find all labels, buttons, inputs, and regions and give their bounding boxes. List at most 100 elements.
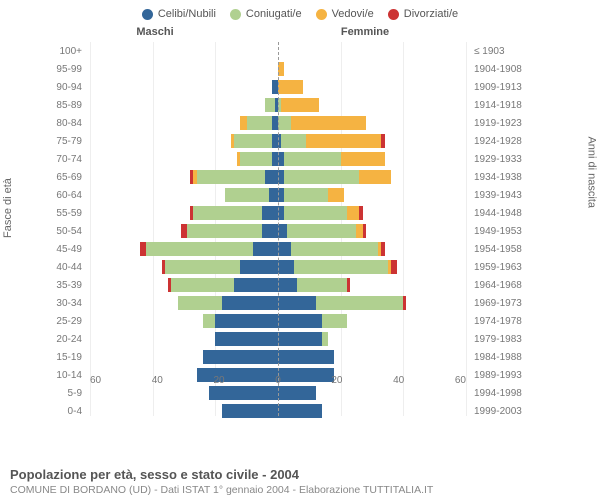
bar-segment xyxy=(284,206,347,220)
birth-year-label: 1929-1933 xyxy=(470,154,528,165)
legend-swatch xyxy=(316,9,327,20)
age-label: 75-79 xyxy=(50,136,86,147)
female-bar xyxy=(278,170,470,184)
bar-segment xyxy=(403,296,406,310)
age-row: 80-841919-1923 xyxy=(50,114,528,132)
header-male: Maschi xyxy=(0,26,260,38)
bar-segment xyxy=(278,404,322,418)
bar-segment xyxy=(278,332,322,346)
y-axis-left-label: Fasce di età xyxy=(2,178,14,238)
female-bar xyxy=(278,386,470,400)
bar-segment xyxy=(381,134,384,148)
age-row: 25-29 1974-1978 xyxy=(50,312,528,330)
birth-year-label: 1974-1978 xyxy=(470,316,528,327)
bar-segment xyxy=(359,170,390,184)
birth-year-label: 1969-1973 xyxy=(470,298,528,309)
age-label: 90-94 xyxy=(50,82,86,93)
birth-year-label: 1904-1908 xyxy=(470,64,528,75)
bar-segment xyxy=(178,296,222,310)
age-label: 60-64 xyxy=(50,190,86,201)
male-bar xyxy=(86,98,278,112)
legend-item: Coniugati/e xyxy=(230,8,302,20)
bar-segment xyxy=(203,350,278,364)
legend-swatch xyxy=(388,9,399,20)
age-row: 50-541949-1953 xyxy=(50,222,528,240)
bar-segment xyxy=(222,404,278,418)
female-bar xyxy=(278,260,470,274)
center-axis-line xyxy=(278,42,279,416)
bar-segment xyxy=(284,170,359,184)
bar-segment xyxy=(278,386,316,400)
age-label: 40-44 xyxy=(50,262,86,273)
bar-segment xyxy=(359,206,362,220)
male-bar xyxy=(86,134,278,148)
bar-segment xyxy=(291,116,366,130)
bar-segment xyxy=(265,170,278,184)
bar-segment xyxy=(171,278,234,292)
male-bar xyxy=(86,206,278,220)
population-pyramid-chart: Celibi/NubiliConiugati/eVedovi/eDivorzia… xyxy=(0,0,600,500)
bar-segment xyxy=(278,224,287,238)
legend-swatch xyxy=(142,9,153,20)
bar-segment xyxy=(322,332,328,346)
age-row: 0-41999-2003 xyxy=(50,402,528,420)
bar-segment xyxy=(203,314,216,328)
male-bar xyxy=(86,278,278,292)
male-bar xyxy=(86,170,278,184)
birth-year-label: 1984-1988 xyxy=(470,352,528,363)
bar-segment xyxy=(281,134,306,148)
bar-segment xyxy=(278,242,291,256)
bar-segment xyxy=(278,296,316,310)
female-bar xyxy=(278,152,470,166)
male-bar xyxy=(86,386,278,400)
bar-segment xyxy=(316,296,404,310)
male-bar xyxy=(86,116,278,130)
bar-segment xyxy=(240,260,278,274)
age-label: 45-49 xyxy=(50,244,86,255)
bar-segment xyxy=(225,188,269,202)
birth-year-label: 1924-1928 xyxy=(470,136,528,147)
age-row: 75-79 1924-1928 xyxy=(50,132,528,150)
legend: Celibi/NubiliConiugati/eVedovi/eDivorzia… xyxy=(0,8,600,20)
age-label: 25-29 xyxy=(50,316,86,327)
age-row: 45-491954-1958 xyxy=(50,240,528,258)
bar-segment xyxy=(278,278,297,292)
age-row: 15-191984-1988 xyxy=(50,348,528,366)
bar-segment xyxy=(278,314,322,328)
birth-year-label: 1914-1918 xyxy=(470,100,528,111)
male-bar xyxy=(86,80,278,94)
age-row: 70-741929-1933 xyxy=(50,150,528,168)
bar-segment xyxy=(322,314,347,328)
female-bar xyxy=(278,350,470,364)
legend-label: Celibi/Nubili xyxy=(158,8,216,20)
age-label: 55-59 xyxy=(50,208,86,219)
birth-year-label: 1939-1943 xyxy=(470,190,528,201)
bar-segment xyxy=(269,188,278,202)
age-row: 90-941909-1913 xyxy=(50,78,528,96)
female-bar xyxy=(278,62,470,76)
x-tick-label: 20 xyxy=(213,375,224,386)
legend-label: Divorziati/e xyxy=(404,8,458,20)
birth-year-label: 1934-1938 xyxy=(470,172,528,183)
legend-item: Divorziati/e xyxy=(388,8,458,20)
age-label: 100+ xyxy=(50,46,86,57)
birth-year-label: 1989-1993 xyxy=(470,370,528,381)
bar-segment xyxy=(297,278,347,292)
x-tick-label: 20 xyxy=(331,375,342,386)
age-row: 100+≤ 1903 xyxy=(50,42,528,60)
age-label: 5-9 xyxy=(50,388,86,399)
bar-segment xyxy=(187,224,262,238)
male-bar xyxy=(86,296,278,310)
birth-year-label: 1979-1983 xyxy=(470,334,528,345)
bar-segment xyxy=(197,170,266,184)
bar-segment xyxy=(363,224,366,238)
legend-item: Celibi/Nubili xyxy=(142,8,216,20)
age-label: 95-99 xyxy=(50,64,86,75)
age-label: 65-69 xyxy=(50,172,86,183)
rows-container: 100+≤ 190395-991904-190890-941909-191385… xyxy=(50,42,528,420)
female-bar xyxy=(278,98,470,112)
age-row: 55-591944-1948 xyxy=(50,204,528,222)
bar-segment xyxy=(306,134,381,148)
x-tick-label: 40 xyxy=(393,375,404,386)
bar-segment xyxy=(284,152,340,166)
